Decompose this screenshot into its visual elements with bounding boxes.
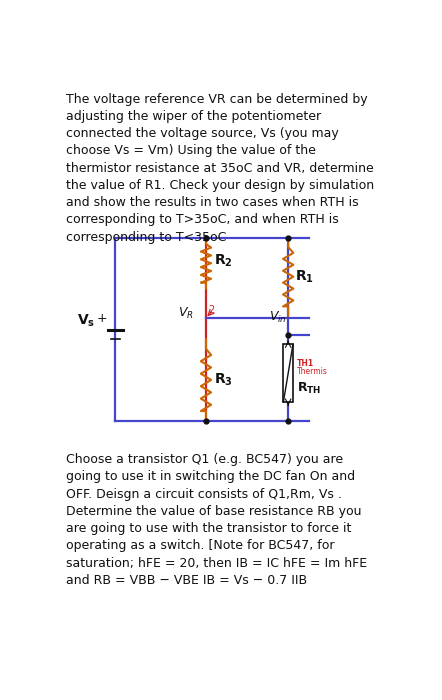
- Text: $\mathbf{R_{TH}}$: $\mathbf{R_{TH}}$: [297, 381, 321, 395]
- Text: corresponding to T>35oC, and when RTH is: corresponding to T>35oC, and when RTH is: [65, 214, 338, 226]
- Text: $\mathbf{V_s}$: $\mathbf{V_s}$: [77, 313, 95, 330]
- Text: corresponding to T<35oC: corresponding to T<35oC: [65, 230, 226, 244]
- Text: OFF. Deisgn a circuit consists of Q1,Rm, Vs .: OFF. Deisgn a circuit consists of Q1,Rm,…: [65, 488, 341, 500]
- Text: and show the results in two cases when RTH is: and show the results in two cases when R…: [65, 196, 358, 209]
- Text: choose Vs = Vm) Using the value of the: choose Vs = Vm) Using the value of the: [65, 144, 316, 158]
- Text: connected the voltage source, Vs (you may: connected the voltage source, Vs (you ma…: [65, 127, 338, 140]
- Text: The voltage reference VR can be determined by: The voltage reference VR can be determin…: [65, 92, 367, 106]
- Bar: [283, 344, 293, 402]
- Text: $\mathbf{R_3}$: $\mathbf{R_3}$: [213, 372, 232, 388]
- Text: +: +: [97, 312, 107, 325]
- Text: $\mathbf{R_2}$: $\mathbf{R_2}$: [213, 252, 232, 269]
- Text: the value of R1. Check your design by simulation: the value of R1. Check your design by si…: [65, 179, 373, 192]
- Text: saturation; hFE = 20, then IB = IC hFE = Im hFE: saturation; hFE = 20, then IB = IC hFE =…: [65, 556, 367, 570]
- Text: adjusting the wiper of the potentiometer: adjusting the wiper of the potentiometer: [65, 110, 320, 123]
- Text: $V_R$: $V_R$: [178, 305, 194, 321]
- Text: Thermis: Thermis: [297, 367, 328, 376]
- Text: Determine the value of base resistance RB you: Determine the value of base resistance R…: [65, 505, 361, 518]
- Text: are going to use with the transistor to force it: are going to use with the transistor to …: [65, 522, 351, 536]
- Text: $\mathbf{R_1}$: $\mathbf{R_1}$: [295, 269, 314, 285]
- Text: and RB = VBB − VBE IB = Vs − 0.7 IIB: and RB = VBB − VBE IB = Vs − 0.7 IIB: [65, 574, 307, 587]
- Text: Choose a transistor Q1 (e.g. BC547) you are: Choose a transistor Q1 (e.g. BC547) you …: [65, 453, 343, 466]
- Text: 2: 2: [209, 305, 215, 315]
- Text: $V_{in}$: $V_{in}$: [269, 310, 286, 326]
- Text: TH1: TH1: [297, 359, 314, 368]
- Text: thermistor resistance at 35oC and VR, determine: thermistor resistance at 35oC and VR, de…: [65, 162, 373, 174]
- Text: going to use it in switching the DC fan On and: going to use it in switching the DC fan …: [65, 470, 354, 484]
- Text: operating as a switch. [Note for BC547, for: operating as a switch. [Note for BC547, …: [65, 540, 334, 552]
